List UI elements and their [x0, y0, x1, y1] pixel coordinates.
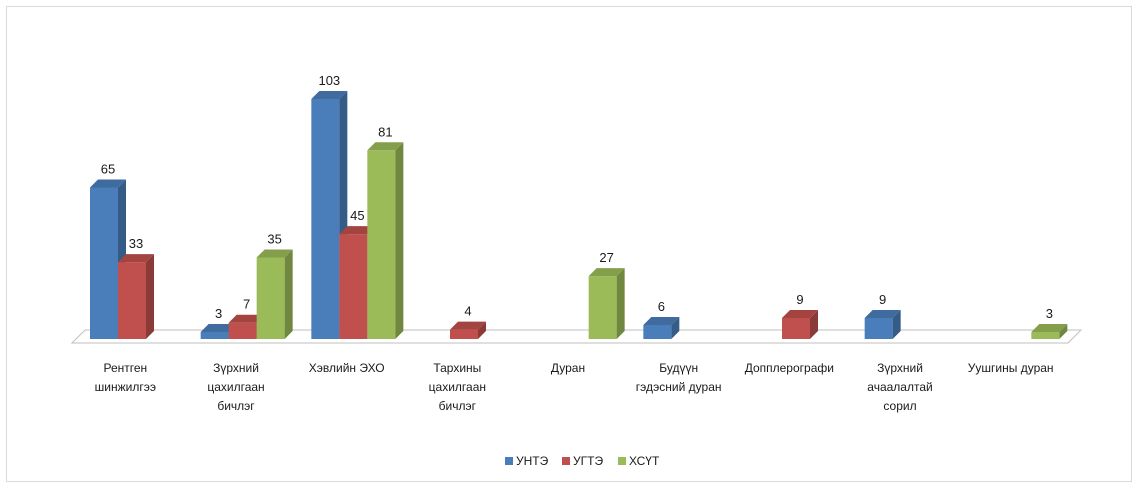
category-label-line: Уушгины дуран: [968, 361, 1054, 375]
category-label: Рентген шинжилгээ: [95, 361, 156, 394]
data-label: 103: [318, 73, 340, 88]
category-label-line: Зүрхний: [213, 361, 259, 375]
bar-top: [782, 310, 818, 319]
bar-front: [228, 322, 257, 339]
series-2: 33 7 45 4 9: [118, 208, 818, 339]
bar-side: [284, 249, 293, 339]
category-label: Допплерографи: [745, 361, 834, 375]
category-label-line: Хэвлийн ЭХО: [309, 361, 385, 375]
data-label: 6: [658, 299, 665, 314]
series-3: 35 81 27 3: [256, 124, 1068, 339]
bar-front: [200, 332, 229, 339]
bar-front: [339, 234, 368, 339]
bar-top: [118, 254, 154, 263]
legend-swatch: [618, 457, 626, 465]
bar-top: [90, 179, 126, 188]
bar-top: [643, 317, 680, 326]
category-label-line: Тархины: [433, 361, 481, 375]
bar-front: [643, 325, 672, 339]
bar-front: [90, 187, 118, 339]
data-label: 33: [129, 236, 143, 251]
category-label-line: Будүүн: [659, 361, 698, 375]
data-label: 9: [796, 292, 803, 307]
bar-front: [1031, 332, 1060, 339]
bar-front: [256, 257, 285, 339]
bar-side: [1059, 324, 1068, 339]
legend-label: УНТЭ: [516, 454, 549, 468]
bar: [643, 317, 680, 339]
data-label: 4: [464, 304, 471, 319]
legend: УНТЭ УГТЭ ХСҮТ: [505, 454, 660, 468]
bar-top: [339, 226, 376, 235]
category-label: Зүрхний ачаалалтай сорил: [867, 361, 932, 413]
bar-side: [616, 268, 625, 339]
data-label: 81: [378, 124, 392, 139]
bar-side: [146, 254, 154, 339]
data-label: 27: [599, 250, 613, 265]
category-label-line: гэдэсний дуран: [636, 380, 722, 394]
data-label: 3: [215, 306, 222, 321]
bar-front: [367, 150, 396, 339]
category-label-line: бичлэг: [217, 399, 255, 413]
legend-label: ХСҮТ: [629, 454, 660, 468]
category-label-line: шинжилгээ: [95, 380, 156, 394]
category-label-line: ачаалалтай: [867, 380, 932, 394]
series-1: 65 3 103 6 9: [90, 73, 901, 339]
category-label: Хэвлийн ЭХО: [309, 361, 385, 375]
bar-side: [892, 310, 901, 339]
bar: [450, 321, 486, 339]
category-label: Зүрхний цахилгаан бичлэг: [207, 361, 264, 413]
bar-front: [782, 318, 810, 339]
bar-side: [478, 321, 486, 339]
category-label-line: цахилгаан: [429, 380, 486, 394]
bar-front: [118, 262, 146, 339]
bar: [864, 310, 901, 339]
legend-label: УГТЭ: [573, 454, 603, 468]
bar-top: [228, 314, 265, 323]
category-label-line: Дуран: [551, 361, 585, 375]
bar-top: [311, 91, 348, 99]
bar-top: [864, 310, 901, 319]
data-label: 65: [101, 162, 115, 177]
bar: [588, 268, 625, 339]
bar-top: [588, 268, 625, 277]
category-label: Дуран: [551, 361, 585, 375]
category-label-line: цахилгаан: [207, 380, 264, 394]
data-label: 3: [1046, 306, 1053, 321]
bar: [782, 310, 818, 339]
data-label: 45: [350, 208, 364, 223]
bar-top: [450, 321, 486, 330]
chart-frame: [6, 6, 1132, 482]
bar: [118, 254, 154, 339]
bar-front: [311, 99, 340, 339]
data-label: 35: [267, 231, 281, 246]
bar-top: [367, 142, 404, 151]
bar-side: [395, 142, 404, 339]
bar-front: [588, 276, 617, 339]
category-label: Будүүн гэдэсний дуран: [636, 361, 722, 394]
category-axis: Рентген шинжилгээ Зүрхний цахилгаан бичлэг Хэ…: [95, 361, 1054, 413]
category-label: Тархины цахилгаан бичлэг: [429, 361, 486, 413]
bar-top: [1031, 324, 1068, 333]
bar: [256, 249, 293, 339]
category-label: Уушгины дуран: [968, 361, 1054, 375]
bar-front: [450, 329, 478, 339]
legend-swatch: [562, 457, 570, 465]
bar-top: [200, 324, 237, 333]
bar-top: [256, 249, 293, 258]
bar: [367, 142, 404, 339]
category-label-line: бичлэг: [439, 399, 477, 413]
category-label-line: Рентген: [103, 361, 147, 375]
category-label-line: сорил: [883, 399, 916, 413]
category-label-line: Допплерографи: [745, 361, 834, 375]
bar-front: [864, 318, 893, 339]
bar-side: [671, 317, 680, 339]
data-label: 9: [879, 292, 886, 307]
bar-side: [810, 310, 818, 339]
bar: [1031, 324, 1068, 339]
legend-swatch: [505, 457, 513, 465]
category-label-line: Зүрхний: [877, 361, 923, 375]
data-label: 7: [243, 297, 250, 312]
